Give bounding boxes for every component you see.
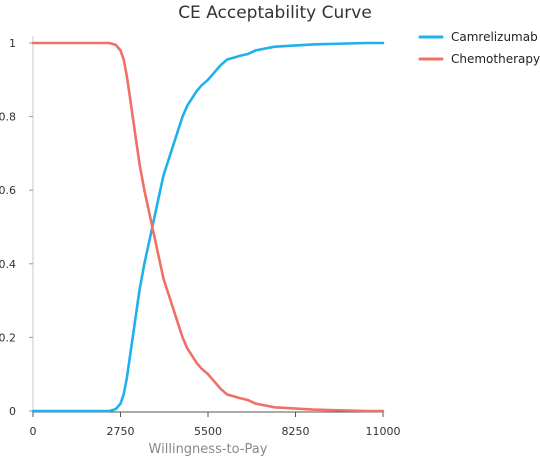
legend: Camrelizumab Chemotherapy [418, 30, 540, 66]
y-tick-label: 0 [9, 405, 16, 418]
y-tick-label: 0.4 [0, 258, 16, 271]
x-axis-ticks: 0 2750 5500 8250 11000 [30, 412, 401, 438]
series-layer [31, 41, 385, 413]
y-axis-ticks: 0 0.2 0.4 0.6 0.8 1 [0, 37, 33, 418]
chart-title: CE Acceptability Curve [178, 3, 372, 23]
legend-label-chemotherapy: Chemotherapy [451, 52, 540, 66]
legend-label-camrelizumab: Camrelizumab [451, 30, 538, 44]
x-tick-label: 5500 [194, 425, 222, 438]
series-line-camrelizumab [31, 41, 385, 413]
y-tick-label: 0.8 [0, 111, 16, 124]
series-line-chemotherapy [31, 41, 385, 413]
x-tick-label: 8250 [282, 425, 310, 438]
x-axis-label: Willingness-to-Pay [149, 442, 268, 457]
y-tick-label: 1 [9, 37, 16, 50]
y-tick-label: 0.6 [0, 184, 16, 197]
x-tick-label: 11000 [366, 425, 401, 438]
x-tick-label: 0 [30, 425, 37, 438]
y-tick-label: 0.2 [0, 331, 16, 344]
x-tick-label: 2750 [107, 425, 135, 438]
